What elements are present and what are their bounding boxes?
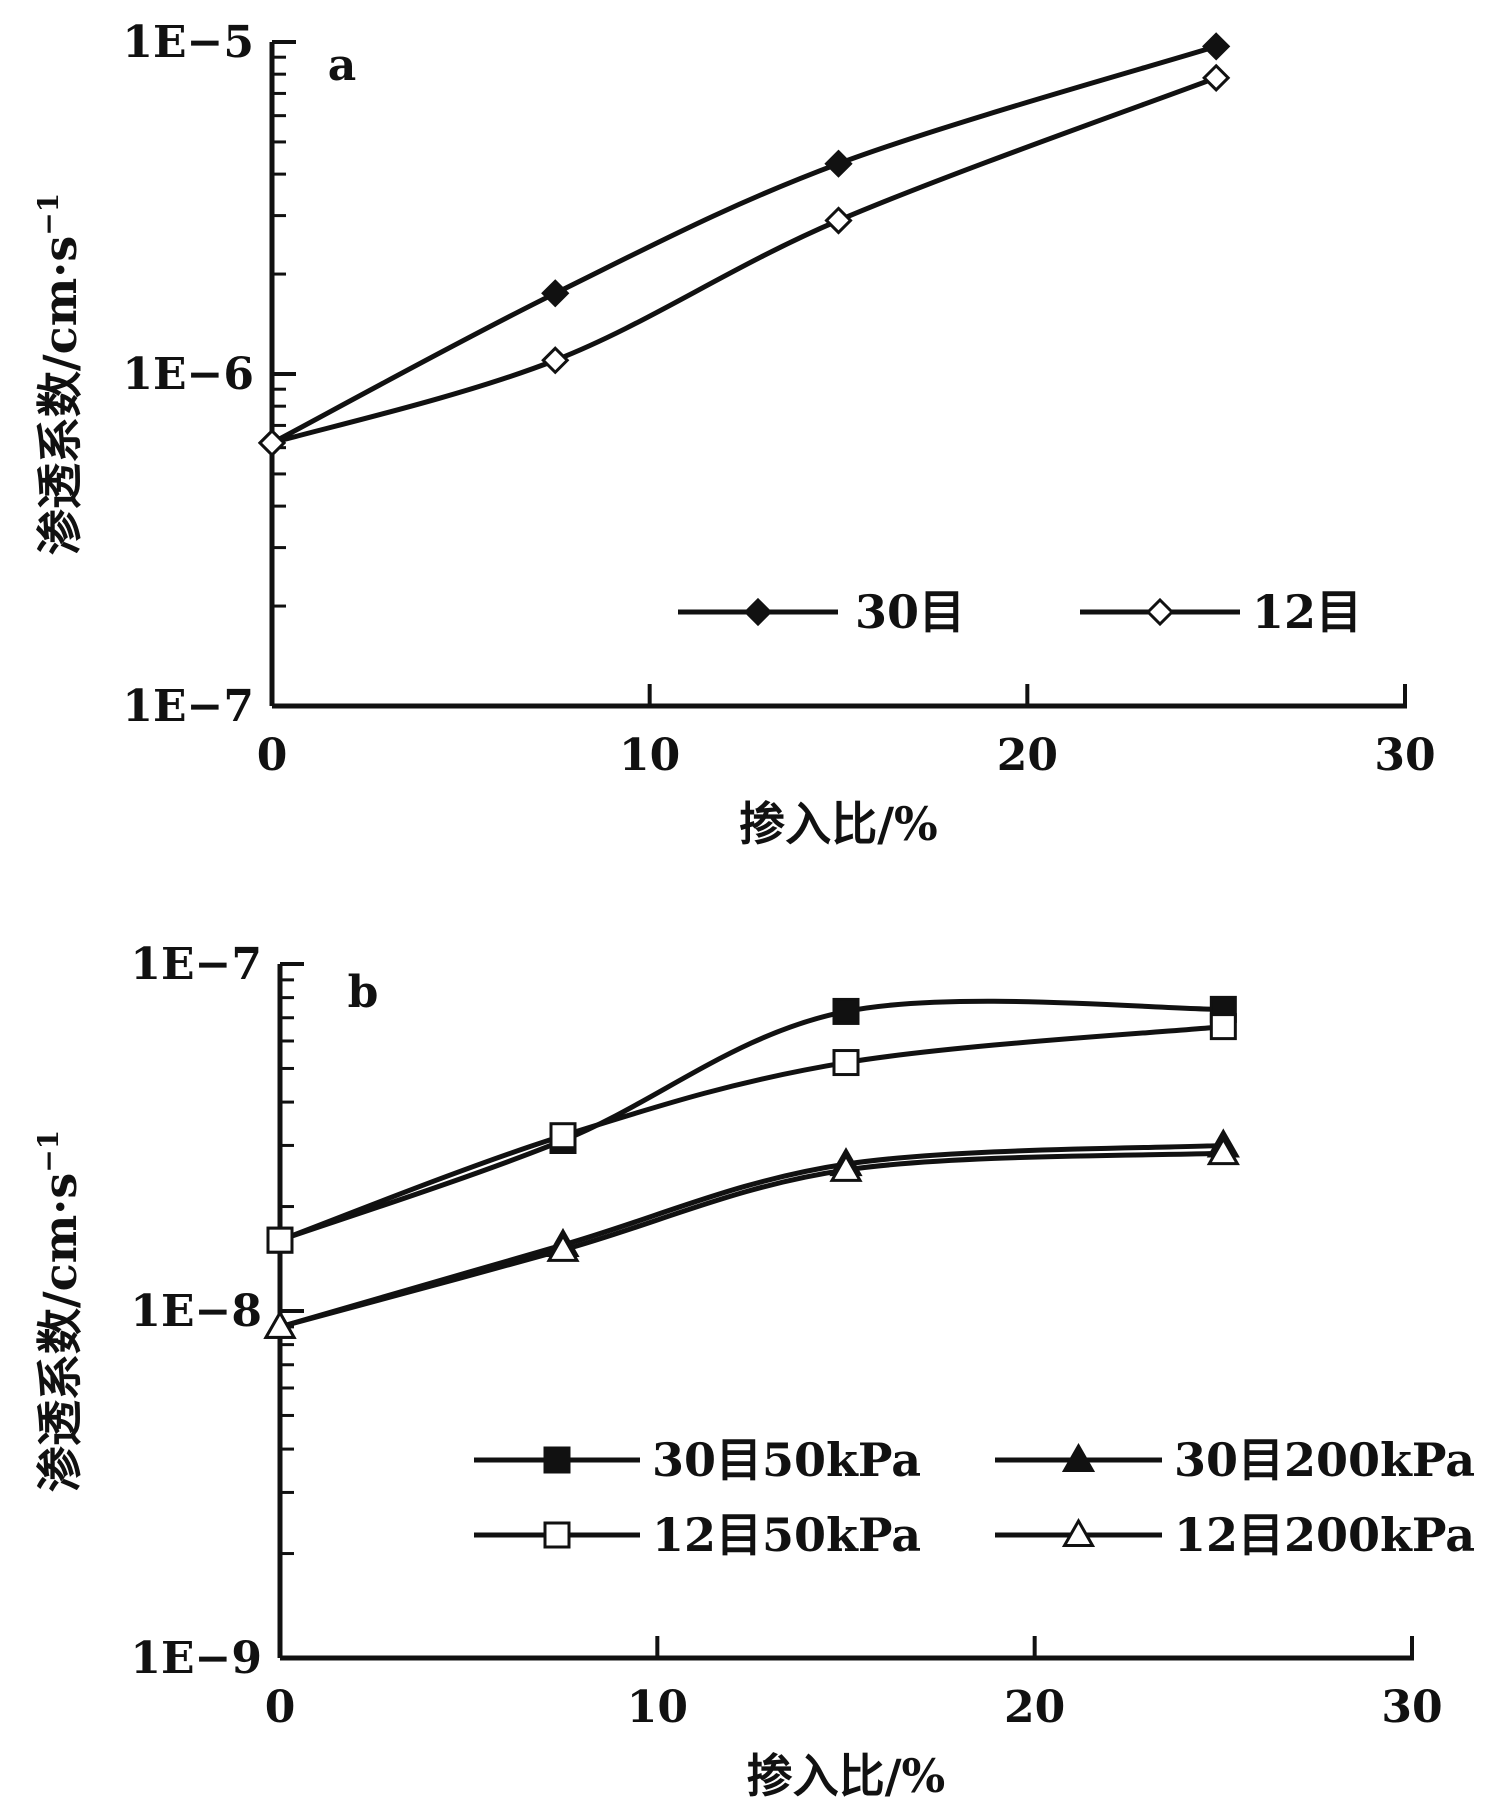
data-point-30目: [824, 149, 853, 178]
series-line-12目200kPa: [279, 1150, 1224, 1330]
y-tick-label: 1E−7: [122, 681, 254, 732]
legend-marker: [743, 597, 773, 627]
legend-marker: [1061, 1517, 1096, 1547]
chart-panel-a: 0 10 20 30 1E−7 1E−6 1E−5 a 掺入比/% 渗透系数/cm·s−1 30目 1…: [32, 17, 1436, 851]
legend-entry: 30目: [678, 585, 965, 639]
legend-label: 30目200kPa: [1174, 1433, 1475, 1487]
legend-entry: 12目: [1080, 585, 1362, 639]
y-axis-label: 渗透系数/cm·s−1: [32, 1130, 87, 1492]
x-tick-label: 10: [619, 730, 680, 781]
y-tick-label: 1E−9: [130, 1633, 262, 1684]
data-point-12目: [541, 346, 570, 375]
data-point-12目200kPa: [1206, 1136, 1240, 1166]
x-tick-label: 20: [997, 730, 1058, 781]
x-tick-label: 30: [1374, 730, 1435, 781]
legend-label: 12目200kPa: [1174, 1508, 1475, 1562]
legend-label: 12目: [1252, 585, 1362, 639]
data-point-12目: [824, 206, 853, 235]
legend-marker: [1061, 1442, 1096, 1472]
data-point-12目200kPa: [546, 1232, 580, 1262]
data-point-12目50kPa: [1209, 1013, 1237, 1041]
series-line-30目50kPa: [279, 998, 1224, 1243]
legend-marker: [1145, 597, 1175, 627]
x-axis-label: 掺入比/%: [739, 797, 938, 851]
x-tick-label: 30: [1381, 1682, 1442, 1733]
data-point-12目: [1202, 63, 1231, 92]
panel-label: b: [348, 967, 379, 1018]
series-line-12目: [271, 75, 1218, 446]
x-tick-label: 10: [627, 1682, 688, 1733]
legend-label: 12目50kPa: [652, 1508, 921, 1562]
legend-marker: [543, 1521, 571, 1549]
legend-entry: 30目200kPa: [995, 1433, 1475, 1487]
panel-label: a: [328, 40, 357, 91]
x-tick-label: 0: [265, 1682, 296, 1733]
data-point-12目50kPa: [549, 1122, 577, 1150]
series-line-30目200kPa: [279, 1142, 1224, 1330]
y-tick-label: 1E−5: [122, 17, 254, 68]
y-axis-label-exponent: −1: [32, 1130, 65, 1173]
data-point-12目200kPa: [263, 1309, 297, 1339]
y-axis-label: 渗透系数/cm·s−1: [32, 193, 87, 555]
legend-label: 30目: [855, 585, 965, 639]
x-axis-label: 掺入比/%: [747, 1749, 946, 1803]
data-point-12目50kPa: [832, 1049, 860, 1077]
y-tick-label: 1E−6: [122, 349, 254, 400]
legend-entry: 12目200kPa: [995, 1508, 1475, 1562]
data-point-30目: [541, 279, 570, 308]
chart-panel-b: 0 10 20 30 1E−9 1E−8 1E−7 b 掺入比/% 渗透系数/cm·s−1 30目5…: [32, 939, 1475, 1803]
y-tick-label: 1E−7: [130, 939, 262, 990]
legend-entry: 30目50kPa: [474, 1433, 921, 1487]
x-tick-label: 0: [257, 730, 288, 781]
data-point-12目200kPa: [829, 1152, 863, 1182]
data-point-12目: [257, 428, 287, 458]
y-tick-label: 1E−8: [130, 1286, 262, 1337]
legend-label: 30目50kPa: [652, 1433, 921, 1487]
series-line-12目50kPa: [279, 1024, 1224, 1243]
data-point-30目: [1202, 32, 1231, 61]
x-tick-label: 20: [1004, 1682, 1065, 1733]
data-point-30目50kPa: [832, 997, 860, 1025]
legend-entry: 12目50kPa: [474, 1508, 921, 1562]
data-point-12目50kPa: [266, 1226, 294, 1254]
legend-marker: [543, 1446, 571, 1474]
series-line-30目: [270, 44, 1217, 446]
y-axis-label-exponent: −1: [32, 193, 65, 236]
y-axis-label-main: 渗透系数/cm·s: [33, 236, 87, 555]
y-axis-label-main: 渗透系数/cm·s: [33, 1173, 87, 1492]
